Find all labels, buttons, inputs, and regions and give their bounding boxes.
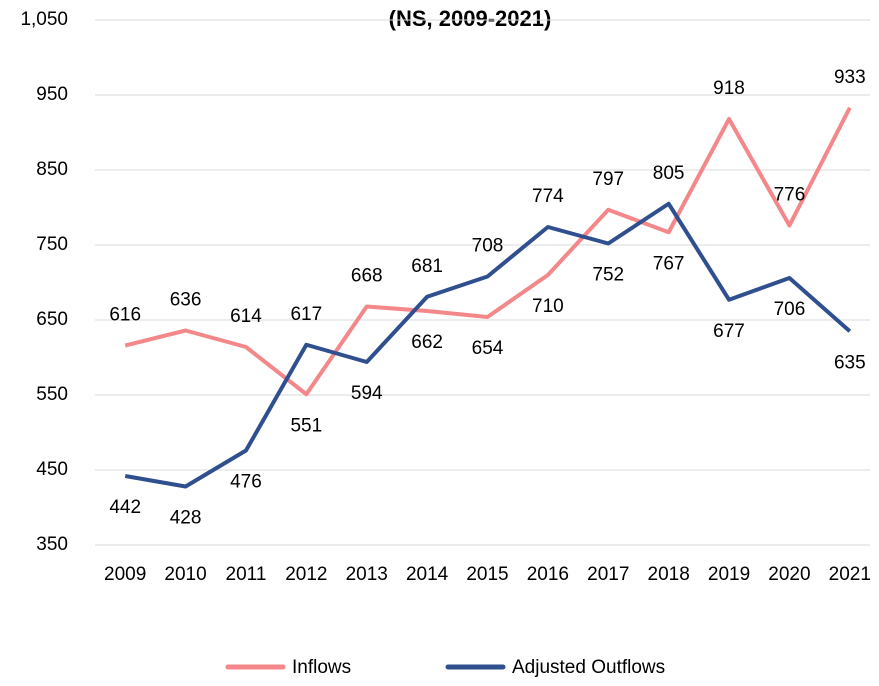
data-label: 710 <box>532 296 564 317</box>
data-label: 681 <box>411 256 443 277</box>
data-label: 774 <box>532 186 564 207</box>
x-tick-label: 2017 <box>587 564 629 585</box>
x-tick-label: 2009 <box>104 564 146 585</box>
data-label: 617 <box>290 304 322 325</box>
y-tick-label: 650 <box>36 309 68 330</box>
data-label: 594 <box>351 383 383 404</box>
data-label: 551 <box>290 415 322 436</box>
data-label: 428 <box>170 508 202 529</box>
y-tick-label: 450 <box>36 459 68 480</box>
x-tick-label: 2012 <box>285 564 327 585</box>
y-tick-label: 750 <box>36 234 68 255</box>
x-tick-label: 2021 <box>829 564 871 585</box>
series-line <box>124 106 852 397</box>
data-label: 442 <box>109 497 141 518</box>
legend-label: Adjusted Outflows <box>512 657 665 678</box>
data-label: 752 <box>592 265 624 286</box>
data-label: 636 <box>170 290 202 311</box>
data-label: 654 <box>472 338 504 359</box>
series-line <box>124 201 852 489</box>
x-tick-label: 2013 <box>346 564 388 585</box>
data-label: 616 <box>109 305 141 326</box>
x-tick-label: 2018 <box>648 564 690 585</box>
data-label: 677 <box>713 321 745 342</box>
data-label: 918 <box>713 78 745 99</box>
legend-label: Inflows <box>292 657 351 678</box>
data-label: 805 <box>653 163 685 184</box>
x-tick-label: 2014 <box>406 564 449 585</box>
data-label: 635 <box>834 352 866 373</box>
data-label: 614 <box>230 306 262 327</box>
y-tick-label: 550 <box>36 384 68 405</box>
data-label: 708 <box>472 236 504 257</box>
x-tick-label: 2010 <box>164 564 206 585</box>
x-tick-label: 2016 <box>527 564 569 585</box>
data-label: 476 <box>230 472 262 493</box>
y-tick-label: 950 <box>36 84 68 105</box>
y-tick-label: 350 <box>36 534 68 555</box>
data-label: 776 <box>774 185 806 206</box>
x-tick-label: 2019 <box>708 564 750 585</box>
data-label: 668 <box>351 266 383 287</box>
data-label: 662 <box>411 332 443 353</box>
chart-title: (NS, 2009-2021) <box>389 6 552 31</box>
y-tick-label: 850 <box>36 159 68 180</box>
data-label: 797 <box>592 169 624 190</box>
data-label: 933 <box>834 67 866 88</box>
data-label: 706 <box>774 299 806 320</box>
y-tick-label: 1,050 <box>20 9 68 30</box>
x-tick-label: 2020 <box>768 564 810 585</box>
x-tick-label: 2011 <box>226 564 267 585</box>
data-label: 767 <box>653 253 685 274</box>
x-tick-label: 2015 <box>466 564 508 585</box>
